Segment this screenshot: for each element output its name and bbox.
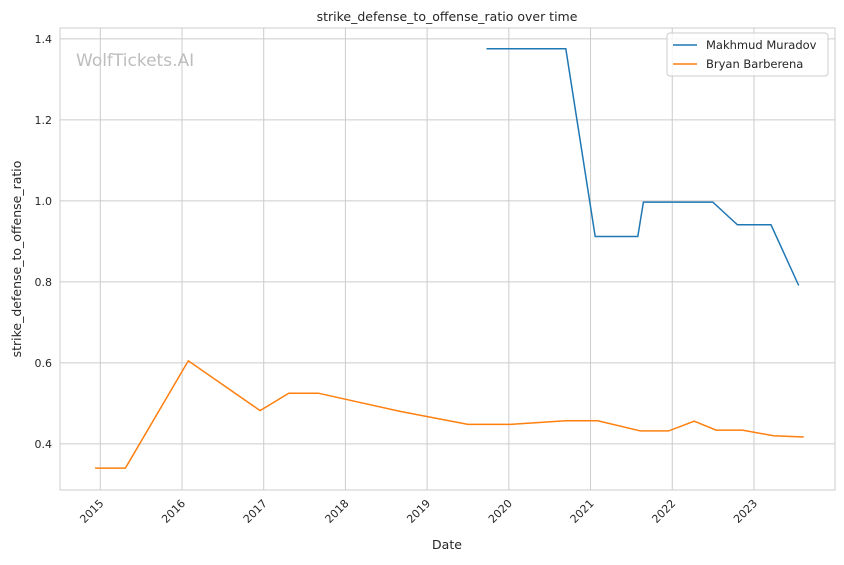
x-axis-label: Date: [432, 537, 462, 552]
x-tick-label: 2020: [486, 497, 515, 526]
y-tick-label: 1.4: [35, 33, 53, 46]
y-tick-label: 0.4: [35, 438, 53, 451]
plot-frame: [59, 27, 836, 491]
watermark: WolfTickets.AI: [76, 51, 194, 71]
series-lines: [95, 47, 804, 469]
chart-title: strike_defense_to_offense_ratio over tim…: [317, 9, 578, 24]
x-tick-label: 2015: [77, 497, 106, 526]
legend-box: [666, 32, 829, 77]
series-line-muradov: [486, 47, 800, 286]
y-tick-label: 1.0: [35, 195, 53, 208]
x-tick-label: 2021: [568, 497, 597, 526]
legend-label-barberena: Bryan Barberena: [706, 57, 803, 71]
x-tick-label: 2018: [323, 497, 352, 526]
legend: Makhmud Muradov Bryan Barberena: [666, 32, 829, 77]
y-tick-label: 0.8: [35, 276, 53, 289]
tick-labels: 2015 2016 2017 2018 2019 2020 2021 2022 2023 0.4 0…: [35, 33, 761, 526]
y-tick-label: 0.6: [35, 357, 53, 370]
y-tick-label: 1.2: [35, 114, 53, 127]
grid: [60, 28, 835, 490]
legend-label-muradov: Makhmud Muradov: [706, 38, 817, 52]
x-tick-label: 2022: [649, 497, 678, 526]
series-line-barberena: [95, 359, 804, 469]
x-tick-label: 2017: [241, 497, 270, 526]
x-tick-label: 2019: [404, 497, 433, 526]
x-tick-label: 2016: [159, 497, 188, 526]
y-axis-label: strike_defense_to_offense_ratio: [9, 161, 24, 358]
x-tick-label: 2023: [731, 497, 760, 526]
